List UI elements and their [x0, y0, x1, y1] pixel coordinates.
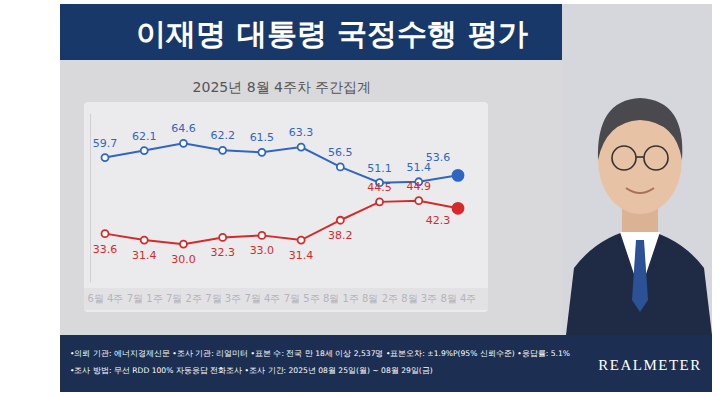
data-label: 31.4 [289, 249, 314, 262]
series-point [415, 197, 422, 204]
portrait-hair [598, 98, 682, 160]
data-label: 51.1 [367, 162, 392, 175]
series-point [180, 241, 187, 248]
x-tick-label: 7월 5주 [284, 293, 320, 304]
series-line [105, 201, 458, 244]
x-tick: 7월 1주 [127, 292, 163, 304]
x-tick: 7월 4주 [244, 292, 280, 304]
data-label: 53.6 [426, 151, 451, 164]
x-label-strip [84, 288, 488, 310]
data-label: 42.3 [426, 214, 451, 227]
plot-marks [102, 140, 464, 248]
x-tick: 7월 2주 [166, 292, 202, 304]
y-axis [90, 114, 91, 283]
data-label: 38.2 [328, 229, 353, 242]
x-tick: 7월 5주 [284, 292, 320, 304]
data-label: 56.5 [328, 146, 353, 159]
portrait-background [562, 4, 712, 335]
x-tick-label: 7월 4주 [244, 293, 280, 304]
portrait-tie [632, 240, 648, 312]
x-tick-label: 6월 4주 [88, 293, 124, 304]
logo: REALMETER [598, 357, 702, 373]
title: 이재명 대통령 국정수행 평가 [136, 16, 527, 51]
series-point [453, 203, 464, 214]
x-tick-label: 8월 3주 [401, 293, 437, 304]
data-label: 30.0 [171, 253, 196, 266]
data-label: 44.5 [367, 181, 392, 194]
x-tick-label: 8월 4주 [441, 293, 477, 304]
series-point [141, 237, 148, 244]
portrait [562, 4, 712, 335]
data-label: 32.3 [210, 246, 235, 259]
series-point [298, 237, 305, 244]
data-label: 61.5 [250, 131, 275, 144]
data-label: 33.0 [250, 244, 275, 257]
series-line [105, 143, 458, 182]
data-label: 44.9 [407, 180, 432, 193]
series-point [453, 170, 464, 181]
series-point [219, 234, 226, 241]
y-axis-line [90, 114, 91, 283]
portrait-glasses [612, 146, 636, 170]
series-point [258, 232, 265, 239]
series-point [180, 140, 187, 147]
series-point [102, 154, 109, 161]
x-tick: 8월 1주 [323, 292, 359, 304]
series-point [258, 149, 265, 156]
series-point [337, 163, 344, 170]
data-label: 62.1 [132, 130, 157, 143]
x-tick: 6월 4주 [88, 292, 124, 304]
data-label: 33.6 [93, 243, 118, 256]
data-label: 64.6 [171, 122, 196, 135]
subtitle: 2025년 8월 4주차 주간집계 [193, 79, 372, 95]
x-tick-label: 8월 2주 [362, 293, 398, 304]
footnote: •조사 방법: 무선 RDD 100% 자동응답 전화조사 •조사 기간: 20… [70, 366, 433, 375]
x-tick: 8월 4주 [441, 292, 477, 304]
portrait-mouth [626, 188, 654, 193]
portrait-suit [566, 228, 712, 335]
series-point [141, 147, 148, 154]
x-tick-label: 8월 1주 [323, 293, 359, 304]
portrait-glasses [644, 146, 668, 170]
data-label: 62.2 [210, 129, 235, 142]
series-point [219, 147, 226, 154]
footnote: •의뢰 기관: 에너지경제신문 •조사 기관: 리얼미터 •표본 수: 전국 만… [70, 349, 570, 358]
x-tick: 8월 3주 [401, 292, 437, 304]
x-tick: 8월 2주 [362, 292, 398, 304]
x-tick-label: 7월 1주 [127, 293, 163, 304]
data-label: 63.3 [289, 126, 314, 139]
data-label: 59.7 [93, 137, 118, 150]
panel-background [60, 4, 712, 392]
series-point [337, 217, 344, 224]
portrait-glasses [636, 156, 644, 158]
x-axis: 6월 4주7월 1주7월 2주7월 3주7월 4주 7월 5주8월 1주8월 2주… [88, 292, 477, 304]
series-point [376, 198, 383, 205]
x-tick: 7월 3주 [205, 292, 241, 304]
plot-background [84, 102, 488, 312]
data-labels: 59.762.164.662.261.563.356.551.151.453.6… [93, 122, 451, 266]
data-label: 31.4 [132, 249, 157, 262]
footer-band [60, 335, 712, 392]
series-point [102, 230, 109, 237]
chart-root: 이재명 대통령 국정수행 평가2025년 8월 4주차 주간집계6월 4주7월 … [0, 0, 720, 396]
x-tick-label: 7월 3주 [205, 293, 241, 304]
series-point [298, 144, 305, 151]
x-tick-label: 7월 2주 [166, 293, 202, 304]
